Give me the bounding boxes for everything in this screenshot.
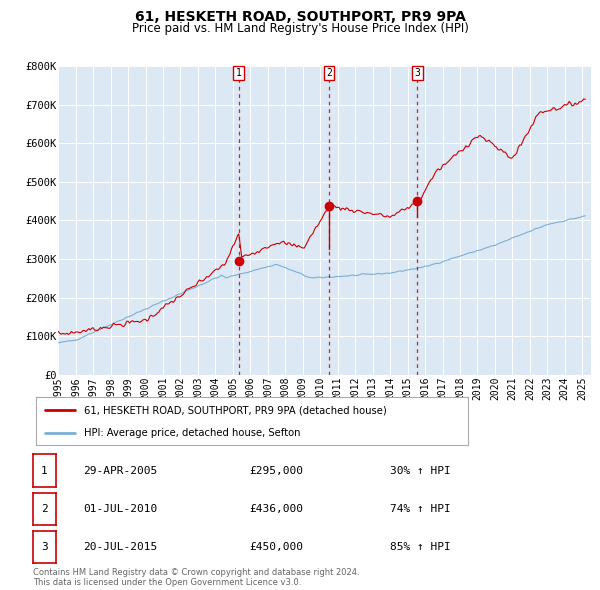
Text: Contains HM Land Registry data © Crown copyright and database right 2024.
This d: Contains HM Land Registry data © Crown c… [33, 568, 359, 587]
Text: 2: 2 [41, 504, 48, 514]
Text: 1: 1 [236, 68, 242, 78]
Text: £450,000: £450,000 [249, 542, 303, 552]
Text: 85% ↑ HPI: 85% ↑ HPI [389, 542, 451, 552]
Text: 20-JUL-2015: 20-JUL-2015 [83, 542, 157, 552]
Text: 3: 3 [414, 68, 420, 78]
Text: 1: 1 [41, 466, 48, 476]
Text: Price paid vs. HM Land Registry's House Price Index (HPI): Price paid vs. HM Land Registry's House … [131, 22, 469, 35]
Text: £436,000: £436,000 [249, 504, 303, 514]
Text: 01-JUL-2010: 01-JUL-2010 [83, 504, 157, 514]
Text: 30% ↑ HPI: 30% ↑ HPI [389, 466, 451, 476]
Text: 61, HESKETH ROAD, SOUTHPORT, PR9 9PA: 61, HESKETH ROAD, SOUTHPORT, PR9 9PA [134, 10, 466, 24]
Text: 2: 2 [326, 68, 332, 78]
Text: HPI: Average price, detached house, Sefton: HPI: Average price, detached house, Seft… [83, 428, 300, 438]
Text: 29-APR-2005: 29-APR-2005 [83, 466, 157, 476]
Text: 3: 3 [41, 542, 48, 552]
Text: £295,000: £295,000 [249, 466, 303, 476]
Text: 61, HESKETH ROAD, SOUTHPORT, PR9 9PA (detached house): 61, HESKETH ROAD, SOUTHPORT, PR9 9PA (de… [83, 405, 386, 415]
Text: 74% ↑ HPI: 74% ↑ HPI [389, 504, 451, 514]
